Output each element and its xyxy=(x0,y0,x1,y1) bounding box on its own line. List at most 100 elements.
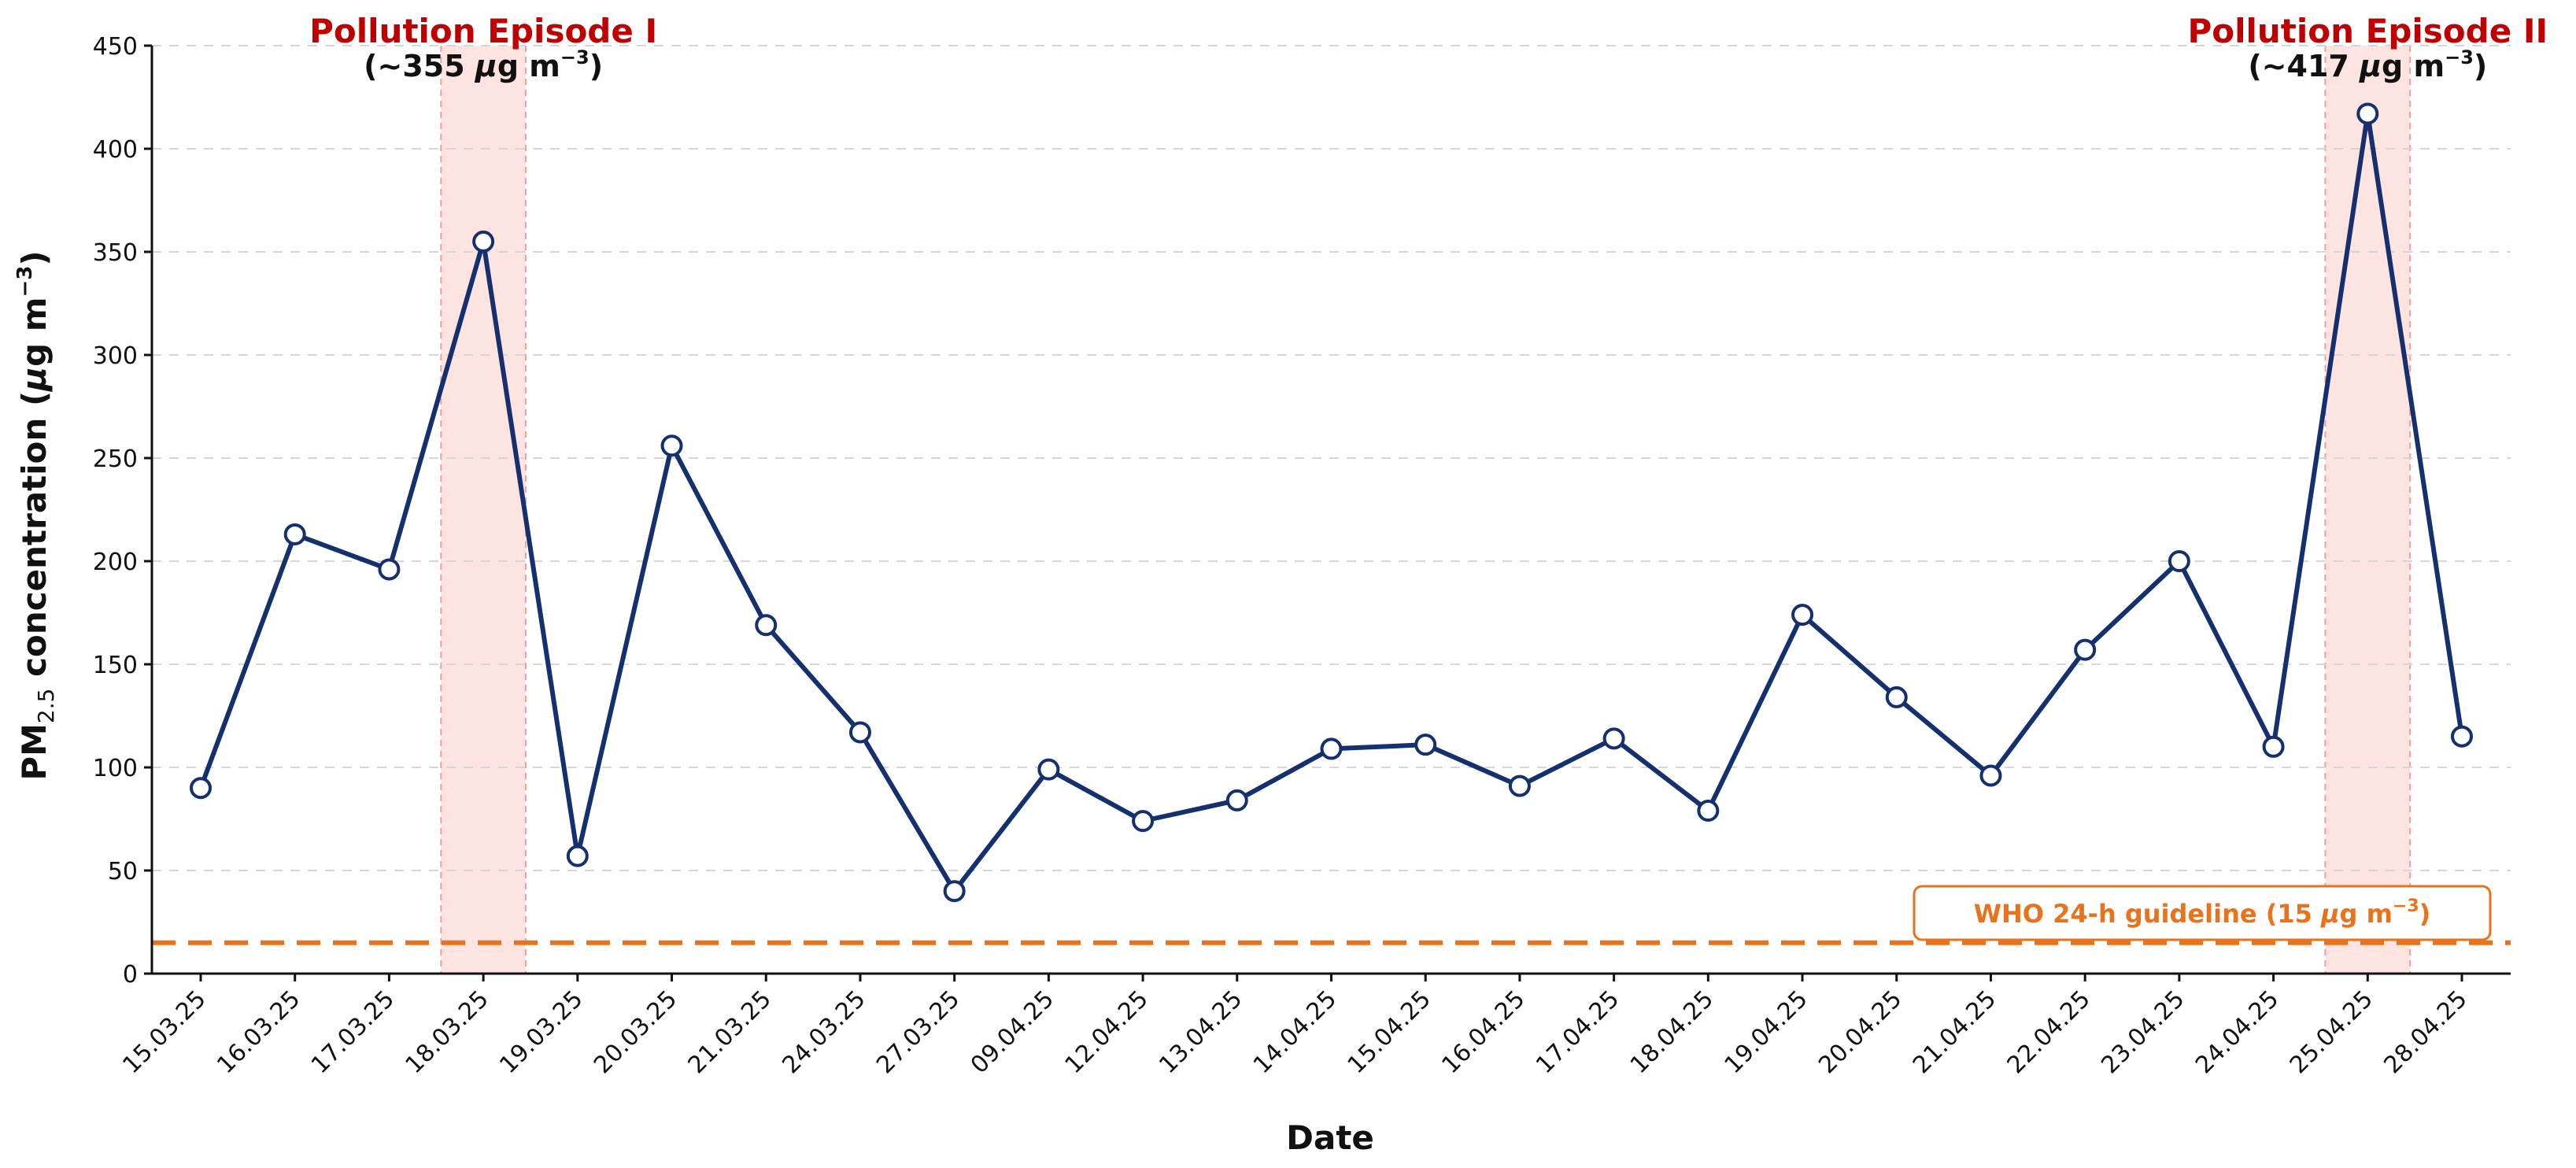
data-point-21.04.25 xyxy=(1979,764,2002,787)
x-tick-label-18: 20.04.25 xyxy=(1813,985,1907,1079)
x-tick-label-13: 15.04.25 xyxy=(1343,985,1436,1079)
episode-value-part-1-0: (~355 xyxy=(364,49,475,83)
episode-value-part-1-2: g m xyxy=(497,49,560,83)
x-tick-label-15: 17.04.25 xyxy=(1531,985,1624,1079)
data-point-17.04.25 xyxy=(1602,727,1625,750)
y-tick-labels: 0 50 100 150 200 250 300 350 400 450 xyxy=(93,33,152,989)
episode-value-part-1-4: ) xyxy=(589,49,603,83)
x-tick-label-1: 16.03.25 xyxy=(212,985,305,1079)
x-tick-label-8: 27.03.25 xyxy=(871,985,965,1079)
x-tick-label-7: 24.03.25 xyxy=(777,985,870,1079)
y-tick-label-300: 300 xyxy=(93,342,138,370)
y-axis-title-text: concentration ( xyxy=(15,391,54,689)
y-tick-label-250: 250 xyxy=(93,445,138,473)
x-tick-label-0: 15.03.25 xyxy=(117,985,211,1079)
episode-band-2 xyxy=(2325,46,2411,974)
x-tick-labels: 15.03.25 16.03.25 17.03.25 18.03.25 19.03.25… xyxy=(117,974,2473,1079)
data-point-18.03.25 xyxy=(472,230,495,253)
x-tick-label-16: 18.04.25 xyxy=(1625,985,1719,1079)
x-tick-label-19: 21.04.25 xyxy=(1908,985,2001,1079)
y-tick-label-150: 150 xyxy=(93,652,138,679)
data-point-15.03.25 xyxy=(190,777,212,800)
data-point-28.04.25 xyxy=(2451,725,2473,748)
data-point-12.04.25 xyxy=(1132,810,1155,833)
episode-value-part-2-1: μ xyxy=(2358,49,2382,83)
who-guideline-label: WHO 24-h guideline (15 μg m−3) xyxy=(1974,896,2431,929)
episode-title-2: Pollution Episode II xyxy=(2187,12,2548,50)
who-label-superscript: −3 xyxy=(2393,896,2419,916)
episode-value-part-1-1: μ xyxy=(474,49,497,83)
y-axis-title-superscript: −3 xyxy=(13,266,37,298)
x-tick-label-4: 19.03.25 xyxy=(494,985,588,1079)
data-point-22.04.25 xyxy=(2074,638,2097,661)
x-tick-label-14: 16.04.25 xyxy=(1436,985,1530,1079)
x-tick-label-3: 18.03.25 xyxy=(401,985,494,1079)
who-guideline-label-box: WHO 24-h guideline (15 μg m−3) xyxy=(1913,885,2492,941)
x-tick-label-20: 22.04.25 xyxy=(2002,985,2096,1079)
x-tick-label-12: 14.04.25 xyxy=(1248,985,1342,1079)
episode-bands xyxy=(440,46,2412,974)
x-tick-label-17: 19.04.25 xyxy=(1719,985,1813,1079)
y-axis-title-mu: μ xyxy=(15,367,54,393)
x-tick-label-5: 20.03.25 xyxy=(589,985,682,1079)
data-point-13.04.25 xyxy=(1225,789,1248,811)
data-point-27.03.25 xyxy=(943,880,966,903)
who-label-unit: g m xyxy=(2340,899,2393,929)
data-point-19.03.25 xyxy=(566,845,589,867)
episode-annotations: Pollution Episode I(~355 μg m−3)Pollutio… xyxy=(309,12,2548,83)
who-label-mu: μ xyxy=(2320,899,2340,929)
data-point-16.04.25 xyxy=(1508,774,1531,797)
data-point-24.03.25 xyxy=(848,721,871,744)
data-point-09.04.25 xyxy=(1037,758,1060,781)
episode-band-1 xyxy=(441,46,526,974)
gridlines xyxy=(152,45,2511,871)
data-point-18.04.25 xyxy=(1697,800,1720,822)
y-axis-title-close: ) xyxy=(15,250,54,265)
x-tick-label-9: 09.04.25 xyxy=(966,985,1059,1079)
y-axis-title-unit: g m xyxy=(15,297,54,366)
episode-value-part-2-2: g m xyxy=(2382,49,2445,83)
data-point-21.03.25 xyxy=(755,614,778,637)
x-tick-label-24: 28.04.25 xyxy=(2378,985,2472,1079)
x-axis-title: Date xyxy=(1286,1118,1374,1157)
x-tick-label-10: 12.04.25 xyxy=(1060,985,1154,1079)
episode-value-part-2-0: (~417 xyxy=(2248,49,2360,83)
data-point-24.04.25 xyxy=(2262,735,2285,758)
y-tick-label-100: 100 xyxy=(93,755,138,782)
series-line xyxy=(198,111,2464,894)
data-point-17.03.25 xyxy=(378,558,401,581)
y-tick-label-200: 200 xyxy=(93,549,138,576)
y-tick-label-350: 350 xyxy=(93,239,138,267)
series-group xyxy=(190,102,2473,903)
who-label-prefix: WHO 24-h guideline (15 xyxy=(1974,899,2321,929)
data-point-15.04.25 xyxy=(1414,734,1437,756)
data-point-14.04.25 xyxy=(1320,737,1343,760)
y-axis-title-subscript: 2.5 xyxy=(33,689,59,724)
x-tick-label-21: 23.04.25 xyxy=(2096,985,2190,1079)
y-axis-title: PM2.5 concentration (μg m−3) xyxy=(13,250,59,780)
data-point-19.04.25 xyxy=(1791,604,1814,627)
episode-value-1: (~355 μg m−3) xyxy=(364,46,603,83)
who-label-close: ) xyxy=(2419,899,2431,929)
x-tick-label-22: 24.04.25 xyxy=(2190,985,2284,1079)
data-point-20.03.25 xyxy=(660,434,683,457)
x-tick-label-2: 17.03.25 xyxy=(306,985,400,1079)
episode-value-part-2-3: −3 xyxy=(2445,46,2474,68)
data-point-23.04.25 xyxy=(2168,550,2190,572)
y-axis-title-pm: PM xyxy=(15,723,54,781)
data-point-20.04.25 xyxy=(1885,686,1908,708)
data-point-16.03.25 xyxy=(283,523,306,545)
episode-title-1: Pollution Episode I xyxy=(309,12,657,50)
episode-value-2: (~417 μg m−3) xyxy=(2248,46,2487,83)
x-tick-label-6: 21.03.25 xyxy=(683,985,777,1079)
y-tick-label-400: 400 xyxy=(93,136,138,164)
who-guideline-label-frame xyxy=(1913,885,2492,941)
x-tick-label-23: 25.04.25 xyxy=(2285,985,2378,1079)
episode-value-part-2-4: ) xyxy=(2474,49,2487,83)
data-point-25.04.25 xyxy=(2356,102,2379,125)
x-tick-label-11: 13.04.25 xyxy=(1154,985,1247,1079)
y-tick-label-450: 450 xyxy=(93,33,138,61)
y-tick-label-50: 50 xyxy=(108,858,138,885)
